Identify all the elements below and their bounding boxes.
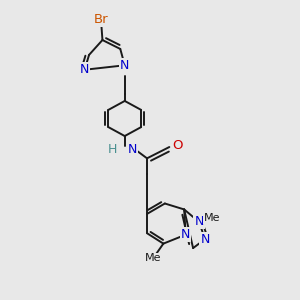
- Text: H: H: [108, 142, 118, 156]
- Text: O: O: [172, 139, 183, 152]
- Text: Me: Me: [145, 254, 161, 263]
- Text: N: N: [181, 228, 190, 241]
- Text: Me: Me: [204, 213, 221, 224]
- Text: N: N: [80, 63, 89, 76]
- Text: N: N: [194, 215, 204, 228]
- Text: N: N: [120, 59, 129, 72]
- Text: Br: Br: [94, 13, 108, 26]
- Text: N: N: [128, 142, 137, 156]
- Text: N: N: [200, 233, 210, 246]
